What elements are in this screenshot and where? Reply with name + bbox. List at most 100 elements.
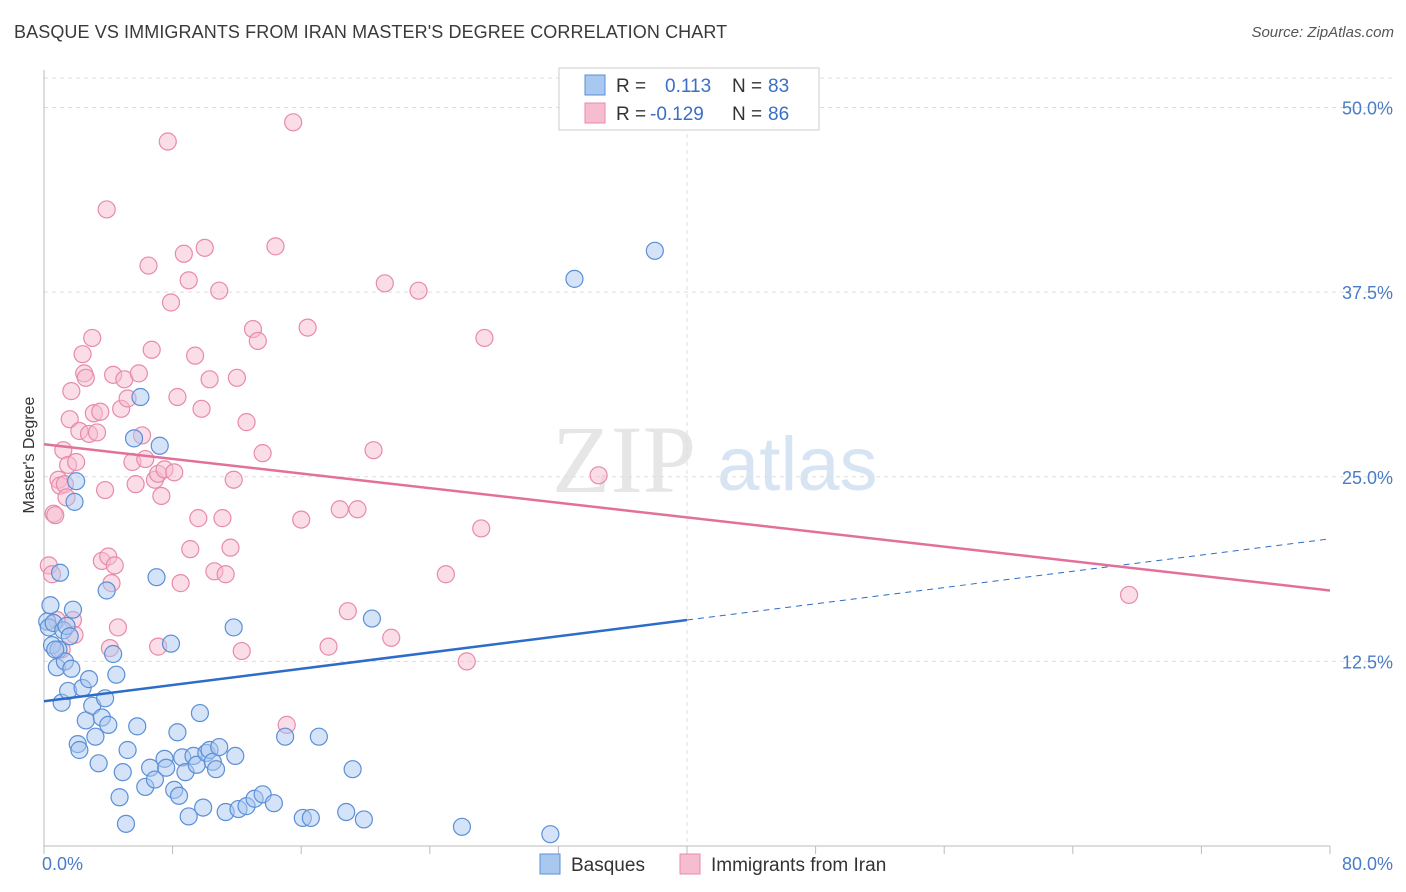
iran-point xyxy=(97,200,116,219)
basques-point xyxy=(107,665,126,684)
basques-point xyxy=(210,737,229,757)
basques-point xyxy=(41,596,60,615)
iran-point xyxy=(168,387,187,407)
basques-point xyxy=(113,763,132,782)
legend-r-value-iran: -0.129 xyxy=(650,104,704,125)
iran-point xyxy=(108,618,128,637)
basques-point xyxy=(565,269,584,288)
iran-point xyxy=(152,486,171,506)
basques-point xyxy=(226,746,245,766)
legend-r-value-basques: 0.113 xyxy=(665,76,711,97)
basques-point xyxy=(309,727,328,746)
iran-point xyxy=(165,463,184,482)
basques-points xyxy=(38,241,664,844)
iran-point xyxy=(382,628,401,647)
basques-point xyxy=(301,808,320,828)
basques-point xyxy=(452,817,472,836)
iran-point xyxy=(139,256,158,275)
basques-point xyxy=(190,703,210,723)
legend-n-value-iran: 86 xyxy=(768,104,789,125)
iran-point xyxy=(457,652,476,671)
iran-point xyxy=(213,509,232,528)
iran-point xyxy=(348,500,367,519)
iran-point xyxy=(330,500,349,519)
tick-labels: 12.5% 25.0% 37.5% 50.0% 0.0% 80.0% xyxy=(42,99,1393,874)
iran-point xyxy=(83,328,102,348)
iran-point xyxy=(253,444,272,463)
trend-lines xyxy=(43,443,1331,703)
basques-point xyxy=(70,740,89,760)
legend-n-label-iran: N = xyxy=(732,104,762,125)
iran-point xyxy=(292,510,311,529)
basques-point xyxy=(157,758,176,777)
basques-point xyxy=(99,715,118,734)
basques-point xyxy=(124,429,144,448)
basques-point xyxy=(63,600,83,619)
bottom-legend-label-iran: Immigrants from Iran xyxy=(711,855,886,876)
x-tick-label: 0.0% xyxy=(42,854,83,874)
iran-point xyxy=(338,602,357,621)
basques-point xyxy=(67,472,86,491)
basques-point xyxy=(147,568,166,587)
basques-point xyxy=(145,770,165,789)
iran-point xyxy=(129,364,148,383)
iran-point xyxy=(216,565,235,584)
basques-point xyxy=(179,807,198,826)
basques-point xyxy=(150,436,169,455)
basques-point xyxy=(161,634,181,653)
iran-point xyxy=(73,345,92,364)
watermark-atlas: atlas xyxy=(717,422,878,507)
iran-point xyxy=(298,318,317,337)
basques-point xyxy=(362,609,382,628)
legend-n-value-basques: 83 xyxy=(768,76,789,97)
y-tick-label: 37.5% xyxy=(1342,283,1393,303)
iran-point xyxy=(189,509,208,528)
basques-point xyxy=(169,786,189,805)
y-tick-label: 12.5% xyxy=(1342,652,1393,672)
iran-point xyxy=(475,328,494,348)
iran-point xyxy=(436,565,455,584)
iran-point xyxy=(224,470,243,489)
stats-legend: R = 0.113 N = 83 R = -0.129 N = 86 xyxy=(558,67,820,131)
basques-point xyxy=(89,754,108,773)
basques-point xyxy=(224,618,243,637)
legend-n-label-basques: N = xyxy=(732,76,762,97)
iran-point xyxy=(62,382,81,401)
basques-point xyxy=(79,670,99,689)
iran-point xyxy=(186,346,205,365)
iran-point xyxy=(221,538,240,557)
basques-point xyxy=(60,627,79,646)
basques-point xyxy=(128,717,147,736)
iran-point xyxy=(192,399,211,418)
iran-point xyxy=(181,540,200,559)
iran-point xyxy=(248,331,267,350)
legend-r-label-basques: R = xyxy=(616,76,646,97)
iran-point xyxy=(76,368,95,387)
basques-point xyxy=(65,492,84,511)
bottom-legend-swatch-basques xyxy=(539,853,561,875)
grid-lines xyxy=(44,70,1392,846)
basques-point xyxy=(118,740,137,760)
iran-point xyxy=(237,413,256,432)
y-axis-label: Master's Degree xyxy=(21,396,38,513)
iran-point xyxy=(195,238,214,257)
basques-point xyxy=(110,788,129,807)
axes xyxy=(43,70,1331,854)
basques-point xyxy=(337,802,356,822)
iran-point xyxy=(67,452,86,472)
iran-point xyxy=(319,637,338,656)
chart-title: BASQUE VS IMMIGRANTS FROM IRAN MASTER'S … xyxy=(14,22,728,42)
iran-point xyxy=(91,402,110,421)
iran-point xyxy=(200,370,219,389)
iran-point xyxy=(136,449,155,469)
iran-point xyxy=(1119,585,1139,605)
x-tick-label: 80.0% xyxy=(1342,854,1393,874)
watermark-zip: ZIP xyxy=(552,406,696,513)
basques-point xyxy=(354,810,373,829)
basques-point xyxy=(50,563,70,582)
legend-swatch-iran xyxy=(584,102,606,124)
iran-point xyxy=(364,441,383,460)
source-note: Source: ZipAtlas.com xyxy=(1251,24,1394,41)
basques-point xyxy=(116,814,136,833)
